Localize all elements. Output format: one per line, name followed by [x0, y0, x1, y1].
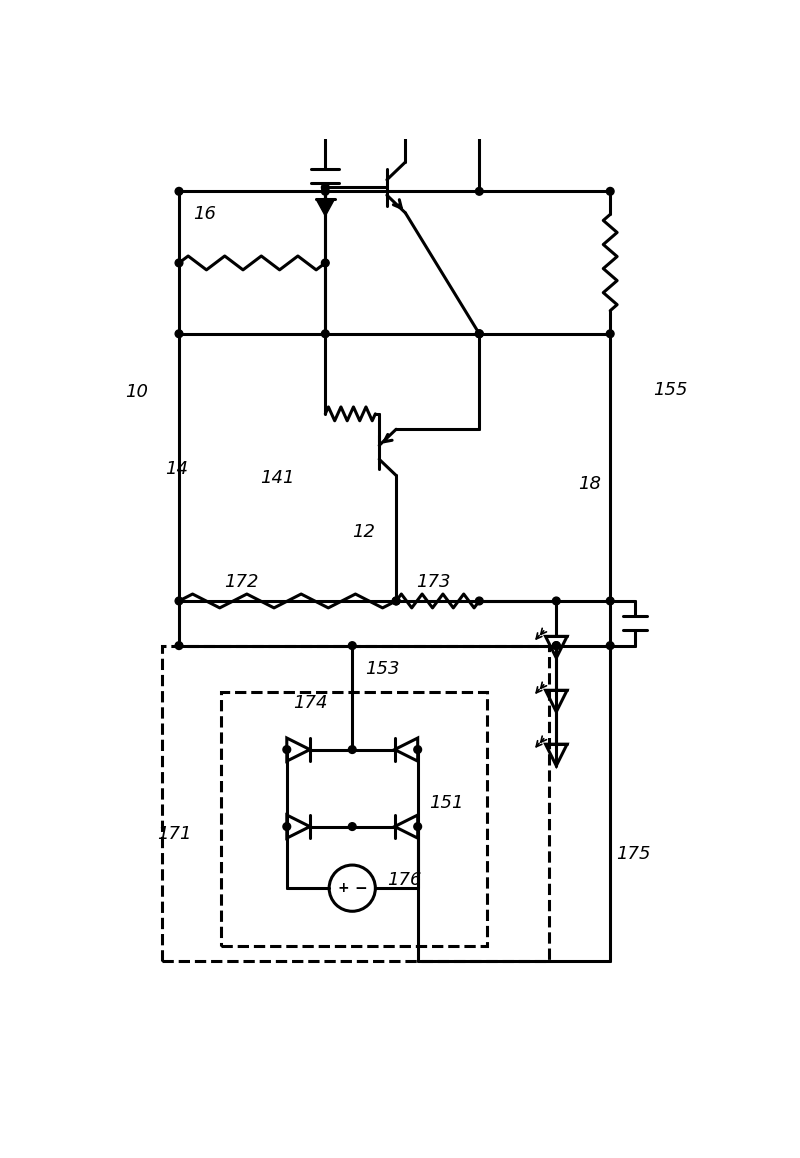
Bar	[222, 691, 487, 946]
Text: 151: 151	[430, 794, 464, 813]
Circle shape	[392, 598, 400, 604]
Circle shape	[175, 188, 183, 196]
Circle shape	[322, 259, 329, 266]
Text: 173: 173	[416, 573, 450, 592]
Circle shape	[392, 598, 400, 604]
Circle shape	[475, 188, 483, 196]
Polygon shape	[316, 199, 334, 215]
Circle shape	[606, 642, 614, 650]
Circle shape	[414, 746, 422, 754]
Circle shape	[414, 822, 422, 830]
Text: 155: 155	[654, 381, 688, 400]
Circle shape	[553, 642, 560, 650]
Circle shape	[349, 822, 356, 830]
Circle shape	[175, 598, 183, 604]
Circle shape	[322, 330, 329, 338]
Text: −: −	[354, 881, 367, 895]
Text: 176: 176	[387, 872, 422, 889]
Bar	[162, 646, 549, 961]
Circle shape	[553, 642, 560, 650]
Circle shape	[475, 124, 483, 131]
Circle shape	[175, 259, 183, 266]
Text: 153: 153	[366, 660, 400, 677]
Text: 171: 171	[158, 826, 192, 843]
Circle shape	[175, 642, 183, 650]
Circle shape	[283, 746, 290, 754]
Text: 18: 18	[578, 475, 601, 493]
Circle shape	[402, 124, 410, 131]
Text: 14: 14	[165, 460, 188, 477]
Circle shape	[606, 330, 614, 338]
Text: 10: 10	[125, 382, 148, 401]
Text: +: +	[338, 881, 350, 895]
Text: 16: 16	[193, 205, 216, 223]
Circle shape	[349, 746, 356, 754]
Circle shape	[553, 598, 560, 604]
Circle shape	[606, 188, 614, 196]
Circle shape	[349, 642, 356, 650]
Circle shape	[475, 330, 483, 338]
Text: 12: 12	[352, 522, 375, 541]
Circle shape	[175, 330, 183, 338]
Circle shape	[606, 598, 614, 604]
Text: 175: 175	[616, 844, 651, 863]
Text: 172: 172	[224, 573, 258, 592]
Circle shape	[283, 822, 290, 830]
Circle shape	[475, 330, 483, 338]
Circle shape	[322, 188, 329, 196]
Text: 141: 141	[260, 469, 294, 486]
Text: 174: 174	[293, 695, 327, 712]
Circle shape	[475, 598, 483, 604]
Circle shape	[322, 184, 329, 191]
